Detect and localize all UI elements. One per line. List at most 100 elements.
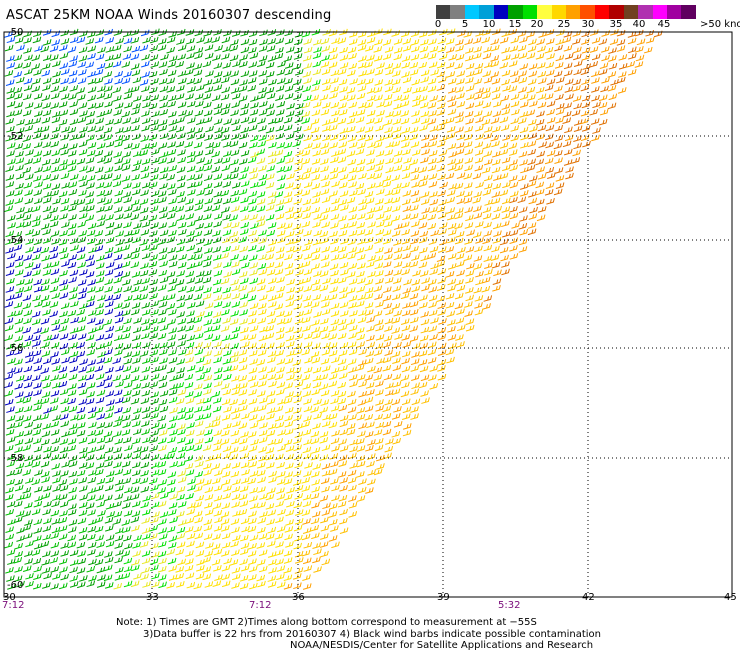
wind-barb (319, 541, 329, 548)
wind-barb (149, 436, 159, 444)
wind-barb (592, 127, 601, 134)
wind-barb (481, 285, 491, 293)
wind-barb (546, 100, 556, 108)
wind-barb (610, 78, 619, 86)
wind-barb (571, 157, 581, 164)
wind-barb (239, 132, 248, 140)
wind-barb (68, 503, 77, 510)
wind-barb (5, 533, 15, 541)
wind-barb (58, 366, 68, 373)
wind-barb (220, 108, 230, 116)
wind-barb (265, 204, 275, 212)
wind-barb (275, 333, 285, 341)
wind-barb (24, 391, 33, 398)
wind-barb (311, 197, 321, 205)
wind-barb (348, 141, 358, 149)
wind-barb (285, 294, 295, 302)
wind-barb (50, 541, 60, 549)
wind-barb (32, 269, 41, 277)
wind-barb (303, 301, 313, 308)
wind-barb (22, 302, 32, 310)
wind-barb (401, 324, 411, 332)
wind-barb (285, 391, 294, 398)
wind-barb (367, 221, 376, 228)
wind-barb (265, 87, 275, 94)
wind-barb (23, 37, 32, 44)
wind-barb (33, 437, 42, 445)
wind-barb (410, 38, 420, 46)
wind-barb (22, 469, 32, 476)
wind-barb (34, 181, 43, 189)
wind-barb (25, 356, 34, 364)
wind-barb (51, 292, 61, 300)
wind-barb (104, 556, 114, 564)
wind-barb (375, 198, 384, 205)
wind-barb (519, 190, 529, 197)
wind-barb (248, 389, 257, 396)
wind-barb (87, 509, 96, 516)
wind-barb (322, 134, 331, 142)
wind-barb (382, 261, 392, 268)
wind-barb (15, 164, 24, 172)
wind-barb (312, 149, 322, 157)
wind-barb (51, 157, 61, 165)
wind-barb (320, 317, 329, 325)
wind-barb (374, 438, 384, 445)
wind-barb (14, 197, 24, 205)
wind-barb (519, 126, 529, 134)
wind-barb (303, 541, 313, 549)
wind-barb (276, 493, 286, 501)
wind-barb (373, 366, 383, 374)
wind-barb (554, 62, 564, 69)
wind-barb (78, 509, 88, 517)
wind-barb (159, 212, 168, 220)
wind-barb (482, 142, 492, 150)
wind-barb (394, 333, 403, 340)
wind-barb (221, 103, 231, 110)
wind-barb (32, 157, 42, 164)
wind-barb (96, 444, 105, 452)
wind-barb (176, 214, 186, 222)
wind-barb (527, 228, 537, 236)
wind-barb (294, 423, 303, 430)
wind-barb (510, 117, 520, 125)
wind-barb (177, 340, 186, 348)
wind-barb (358, 172, 367, 180)
wind-barb (401, 61, 411, 69)
wind-barb (555, 76, 565, 84)
wind-barb (157, 190, 167, 198)
wind-barb (52, 197, 61, 205)
wind-barb (328, 413, 338, 420)
wind-barb (220, 93, 230, 101)
wind-barb (348, 302, 357, 309)
wind-barb (483, 230, 492, 237)
wind-barb (491, 166, 501, 174)
wind-barb (86, 237, 96, 245)
wind-barb (186, 277, 196, 284)
wind-barb (284, 526, 294, 533)
wind-barb (311, 158, 321, 165)
wind-barb (634, 61, 644, 68)
wind-barb (311, 167, 320, 174)
wind-barb (402, 37, 412, 45)
wind-barb (113, 461, 122, 469)
wind-barb (419, 85, 428, 93)
wind-barb (393, 421, 403, 428)
wind-barb (103, 157, 113, 164)
wind-barb (229, 453, 239, 461)
wind-barb (321, 348, 331, 356)
wind-barb (51, 77, 61, 85)
wind-barb (104, 173, 113, 180)
wind-barb (41, 430, 51, 438)
wind-barb (313, 548, 322, 556)
wind-barb (402, 148, 411, 156)
wind-barb (348, 206, 358, 213)
wind-barb (321, 308, 331, 316)
wind-barb (231, 261, 240, 268)
wind-barb (455, 86, 464, 93)
wind-barb (15, 406, 24, 414)
colorbar-label: 20 (530, 19, 544, 30)
wind-barb (410, 167, 420, 174)
wind-barb (211, 543, 221, 550)
colorbar-label: 40 (632, 19, 646, 30)
